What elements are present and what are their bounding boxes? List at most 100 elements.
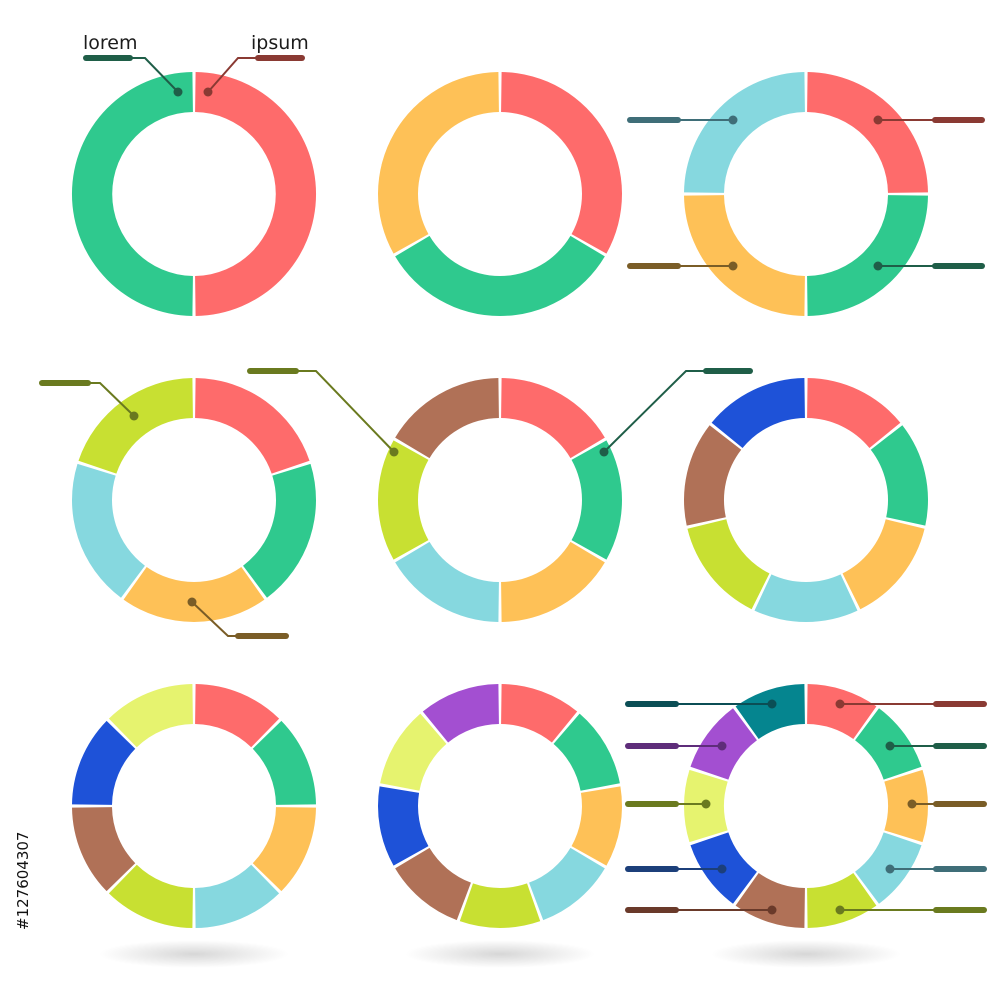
segment-lightblue — [72, 463, 145, 598]
ten-segments-ring — [684, 684, 928, 928]
callout-line — [296, 370, 395, 453]
callout-dot — [173, 87, 183, 97]
segment-brown — [735, 872, 805, 928]
watermark-id: #127604307 — [14, 832, 32, 930]
segment-yellowgreen — [378, 440, 429, 560]
callout-17 — [885, 741, 987, 751]
callout-line — [207, 57, 258, 93]
callout-dot — [885, 864, 895, 874]
segment-red — [501, 378, 605, 459]
callout-19 — [885, 864, 987, 874]
callout-dot — [728, 115, 738, 125]
callout-11 — [625, 699, 777, 709]
segment-lightblue — [684, 72, 805, 193]
callout-dot — [835, 699, 845, 709]
callout-6 — [873, 261, 985, 271]
callout-10 — [599, 368, 753, 457]
segment-red — [807, 378, 901, 449]
two-segments-ring — [71, 72, 317, 316]
segment-orange — [252, 807, 316, 892]
segment-green — [807, 195, 928, 316]
eight-segments-ring — [72, 684, 316, 928]
callout-dot — [129, 411, 139, 421]
callout-1 — [83, 55, 183, 97]
callout-dot — [907, 799, 917, 809]
segment-yellowgreen — [687, 519, 770, 610]
segment-red — [501, 72, 622, 254]
callout-dot — [728, 261, 738, 271]
segment-blue — [711, 378, 805, 449]
callout-dot — [767, 905, 777, 915]
segment-red — [501, 684, 578, 743]
callout-dot — [203, 87, 213, 97]
nine-segments-ring — [378, 684, 622, 929]
segment-brown — [683, 425, 742, 526]
callout-dot — [717, 741, 727, 751]
callout-3 — [627, 115, 738, 125]
segment-orange — [684, 195, 805, 316]
segment-green — [252, 720, 316, 805]
segment-brown — [72, 807, 136, 892]
three-segments-ring — [378, 72, 622, 317]
segment-teal — [735, 684, 805, 740]
callout-dot — [599, 447, 609, 457]
segment-orange — [501, 541, 605, 622]
callout-15 — [625, 905, 777, 915]
eight-segments-shadow — [99, 940, 289, 968]
segment-red — [195, 72, 317, 316]
six-segments-ring — [378, 378, 622, 622]
callout-dot — [835, 905, 845, 915]
callout-16 — [835, 699, 987, 709]
callout-dot — [767, 699, 777, 709]
segment-brown — [395, 847, 471, 921]
callout-dot — [701, 799, 711, 809]
callout-lines — [39, 55, 987, 915]
segment-red — [195, 684, 280, 748]
segment-yellowgreen — [459, 883, 541, 929]
callout-line — [603, 370, 706, 453]
segment-orange — [378, 72, 499, 254]
callout-dot — [873, 115, 883, 125]
callout-4 — [873, 115, 985, 125]
segment-orange — [571, 786, 622, 866]
segment-lightblue — [754, 574, 858, 622]
donut-rings — [71, 72, 929, 929]
segment-green — [870, 425, 929, 526]
segment-green — [395, 235, 605, 317]
segment-lightblue — [195, 864, 280, 928]
segment-lightblue — [395, 541, 499, 622]
callout-line — [191, 601, 238, 637]
seven-segments-ring — [683, 378, 929, 622]
ten-segments-shadow — [711, 940, 901, 968]
label-lorem: lorem — [83, 32, 138, 54]
segment-purple — [422, 684, 499, 743]
callout-line — [88, 382, 135, 417]
callout-dot — [885, 741, 895, 751]
nine-segments-shadow — [405, 940, 595, 968]
segment-paleyellow — [108, 684, 193, 748]
callout-dot — [873, 261, 883, 271]
four-segments-ring — [684, 72, 928, 316]
segment-blue — [378, 786, 429, 866]
ring-shadows — [99, 940, 901, 968]
segment-red — [807, 72, 928, 193]
segment-red — [195, 378, 310, 474]
segment-lightblue — [529, 847, 605, 921]
segment-green — [71, 72, 193, 316]
segment-green — [553, 713, 620, 791]
segment-red — [807, 684, 877, 740]
segment-blue — [72, 720, 136, 805]
segment-yellowgreen — [108, 864, 193, 928]
callout-dot — [717, 864, 727, 874]
callout-2 — [203, 55, 305, 97]
segment-yellowgreen — [78, 378, 193, 474]
segment-paleyellow — [380, 713, 447, 791]
callout-dot — [389, 447, 399, 457]
callout-9 — [247, 368, 399, 457]
segment-green — [571, 440, 622, 560]
segment-orange — [123, 566, 265, 622]
segment-yellowgreen — [807, 872, 877, 928]
callout-20 — [835, 905, 987, 915]
callout-14 — [625, 864, 727, 874]
